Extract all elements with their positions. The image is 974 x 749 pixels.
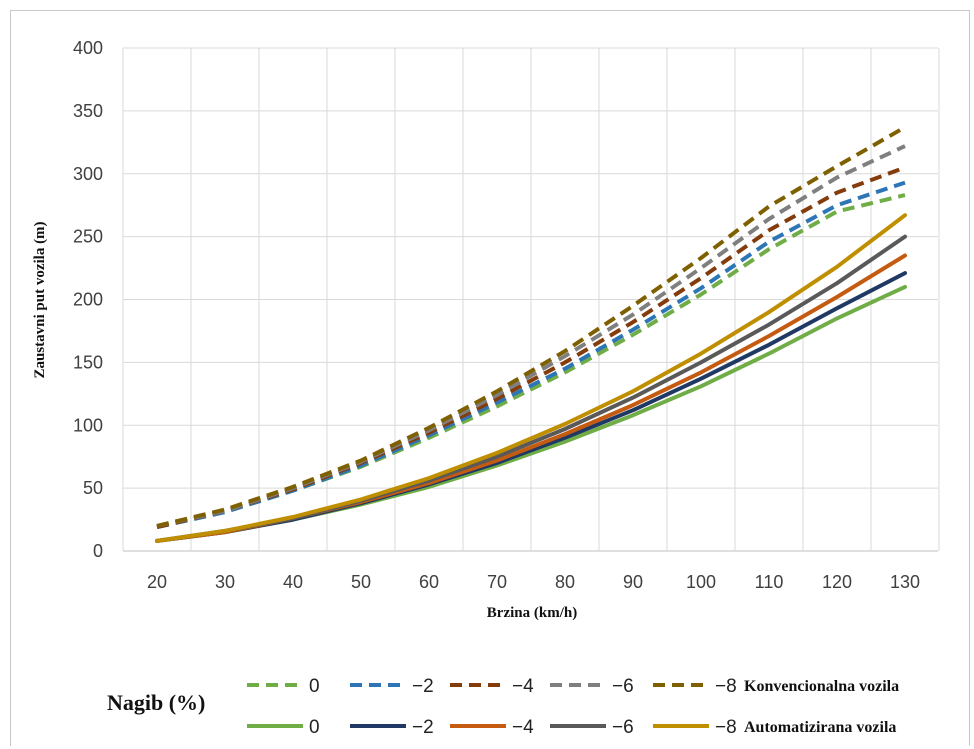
conventional-series-line-minus2	[156, 180, 906, 530]
x-tick-label: 100	[686, 572, 716, 592]
y-tick-label: 50	[83, 478, 103, 498]
legend-group-automated: Automatizirana vozila	[744, 719, 896, 736]
y-axis-label: Zaustavni put vozila (m)	[32, 221, 48, 378]
legend-label: −4	[512, 676, 534, 697]
conventional-series-line-0	[156, 193, 906, 530]
x-tick-label: 70	[487, 572, 507, 592]
legend-label: −2	[412, 676, 434, 697]
legend-label: −2	[412, 717, 434, 738]
x-tick-label: 110	[755, 572, 784, 592]
y-tick-label: 300	[73, 164, 103, 184]
conventional-series-line-minus6	[156, 144, 906, 528]
x-tick-label: 120	[822, 572, 852, 592]
x-tick-label: 60	[419, 572, 439, 592]
x-tick-label: 20	[147, 572, 167, 592]
y-tick-label: 150	[73, 352, 103, 372]
x-tick-label: 90	[623, 572, 643, 592]
y-tick-label: 100	[73, 415, 103, 435]
grid	[122, 47, 940, 552]
legend-label: 0	[309, 676, 320, 697]
legend-label: −6	[612, 717, 634, 738]
x-tick-label: 50	[351, 572, 371, 592]
x-axis-label: Brzina (km/h)	[487, 605, 577, 621]
y-tick-label: 350	[73, 101, 103, 121]
legend-label: 0	[309, 717, 320, 738]
x-tick-label: 80	[555, 572, 575, 592]
y-tick-label: 250	[73, 227, 103, 247]
legend-entries: 0 −2 −4 −6 −8 0 −2 −4 −6 −8	[247, 676, 737, 738]
legend-title: Nagib (%)	[107, 690, 205, 715]
y-axis-ticks: 0 50 100 150 200 250 300 350 400	[73, 38, 103, 561]
conventional-series-line-minus4	[156, 165, 906, 530]
legend-group-conventional: Konvencionalna vozila	[744, 678, 899, 695]
series-lines	[155, 125, 907, 543]
x-tick-label: 30	[215, 572, 235, 592]
x-tick-label: 40	[283, 572, 303, 592]
x-axis-ticks: 20 30 40 50 60 70 80 90 100 110 120 130	[147, 572, 920, 592]
y-tick-label: 400	[73, 38, 103, 58]
automated-series-line-minus8	[155, 213, 907, 543]
legend-label: −6	[612, 676, 634, 697]
x-tick-label: 130	[890, 572, 920, 592]
y-tick-label: 0	[93, 541, 103, 561]
legend-label: −8	[715, 676, 737, 697]
legend-label: −8	[715, 717, 737, 738]
chart-frame	[10, 10, 970, 746]
conventional-series-line-minus8	[156, 125, 906, 528]
y-tick-label: 200	[73, 290, 103, 310]
legend-label: −4	[512, 717, 534, 738]
